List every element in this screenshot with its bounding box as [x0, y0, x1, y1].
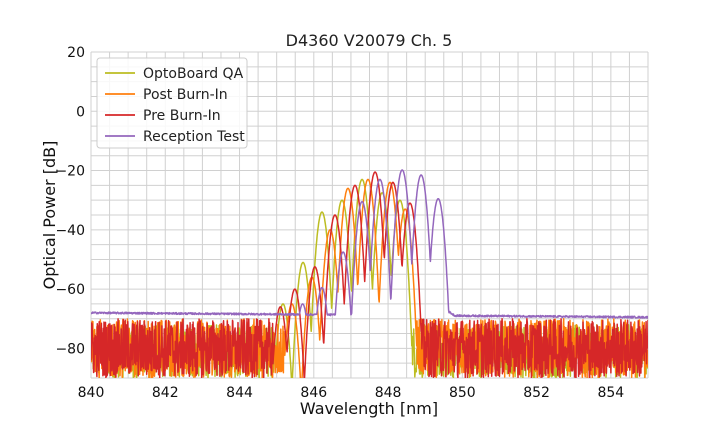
chart-title: D4360 V20079 Ch. 5 [286, 31, 453, 50]
x-tick-label: 842 [152, 385, 179, 401]
y-tick-label: 20 [67, 45, 85, 61]
y-axis-label: Optical Power [dB] [40, 141, 59, 290]
x-tick-label: 846 [300, 385, 327, 401]
y-tick-label: −80 [55, 341, 85, 357]
y-tick-label: −20 [55, 164, 85, 180]
y-tick-label: −60 [55, 282, 85, 298]
legend-frame [96, 57, 248, 149]
x-tick-label: 848 [375, 385, 402, 401]
x-tick-label: 844 [226, 385, 253, 401]
y-tick-label: 0 [76, 104, 85, 120]
series-line-reception-test [91, 169, 648, 319]
x-tick-label: 854 [597, 385, 624, 401]
legend-label: Post Burn-In [143, 87, 228, 103]
series-lines [91, 169, 648, 378]
legend-label: OptoBoard QA [143, 66, 244, 82]
tick-labels: 840 842 844 846 848 850 852 854 −80 −60 −40 −20 0 20 [55, 45, 624, 401]
series-line-pre-burn-in [91, 171, 648, 378]
legend-label: Pre Burn-In [143, 108, 221, 124]
legend: OptoBoard QA Post Burn-In Pre Burn-In Recep… [96, 57, 248, 149]
x-tick-label: 840 [78, 385, 105, 401]
series-line-post-burn-in [91, 178, 648, 378]
legend-label: Reception Test [143, 129, 245, 145]
x-tick-label: 852 [523, 385, 550, 401]
x-tick-label: 850 [449, 385, 476, 401]
y-tick-label: −40 [55, 223, 85, 239]
x-axis-label: Wavelength [nm] [300, 399, 438, 418]
